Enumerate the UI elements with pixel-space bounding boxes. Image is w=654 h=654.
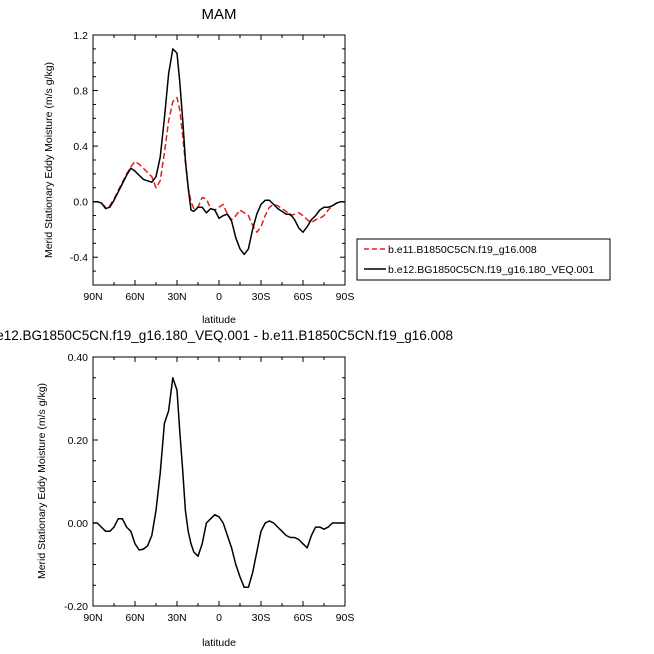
top-chart-title: MAM [202,6,237,23]
legend-label-series-1: b.e11.B1850C5CN.f19_g16.008 [388,244,537,256]
legend-box [356,238,611,281]
y-tick-label: -0.4 [70,252,88,264]
bottom-chart-plot-area [93,377,345,589]
series-line-2 [93,48,345,256]
y-tick-label: 0.8 [73,86,88,98]
top-chart-plot-area [93,48,345,256]
x-tick-label: 0 [216,291,222,303]
y-tick-label: -0.20 [64,601,88,613]
x-tick-label: 90S [336,291,355,303]
legend-label-series-2: b.e12.BG1850C5CN.f19_g16.180_VEQ.001 [388,264,594,276]
x-tick-label: 60N [125,291,144,303]
bottom-chart-xlabel: latitude [202,637,236,649]
y-tick-label: 0.20 [68,435,89,447]
bottom-chart-ylabel: Merid Stationary Eddy Moisture (m/s g/kg… [36,383,48,579]
y-tick-label: 0.40 [68,352,89,364]
x-tick-label: 30S [252,291,271,303]
x-tick-label: 90N [83,612,102,624]
series-line-1 [93,377,345,589]
x-tick-label: 90N [83,291,102,303]
top-chart-xlabel: latitude [202,314,236,326]
y-tick-label: 0.0 [73,197,88,209]
x-tick-label: 30S [252,612,271,624]
x-tick-label: 60N [125,612,144,624]
x-tick-label: 90S [336,612,355,624]
x-tick-label: 0 [216,612,222,624]
y-tick-label: 1.2 [73,30,88,42]
bottom-chart-frame [92,356,346,607]
x-tick-label: 60S [294,291,313,303]
series-line-1 [93,96,345,233]
top-panel: MAM Merid Stationary Eddy Moisture (m/s … [43,6,611,326]
y-tick-label: 0.00 [68,518,89,530]
x-tick-label: 60S [294,612,313,624]
y-tick-label: 0.4 [73,141,88,153]
top-chart-ylabel: Merid Stationary Eddy Moisture (m/s g/kg… [43,62,55,258]
x-tick-label: 30N [167,291,186,303]
x-tick-label: 30N [167,612,186,624]
bottom-chart-title: b.e12.BG1850C5CN.f19_g16.180_VEQ.001 - b… [0,328,453,343]
bottom-panel: b.e12.BG1850C5CN.f19_g16.180_VEQ.001 - b… [0,328,453,649]
top-chart-ticks: 90N 60N 30N 0 30S 60S 90S -0.4 0.0 0.4 0.8 1.2 [70,30,354,303]
legend: b.e11.B1850C5CN.f19_g16.008 b.e12.BG1850… [356,238,611,281]
bottom-chart-ticks: 90N 60N 30N 0 30S 60S 90S -0.20 0.00 0.20 0.40 [64,352,354,624]
top-chart-frame [92,34,346,286]
